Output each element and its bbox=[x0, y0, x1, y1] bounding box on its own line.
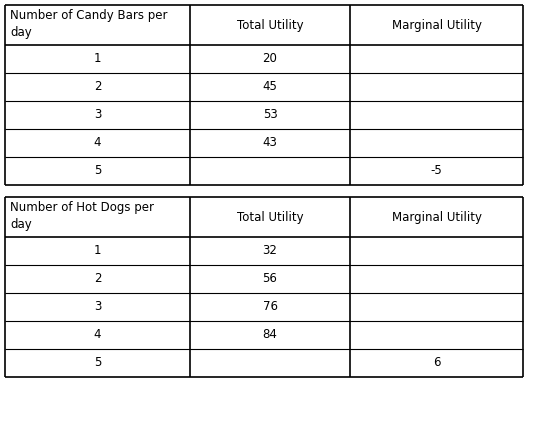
Text: 43: 43 bbox=[263, 137, 277, 149]
Text: 6: 6 bbox=[433, 356, 440, 369]
Text: 5: 5 bbox=[94, 164, 101, 178]
Text: Total Utility: Total Utility bbox=[237, 19, 304, 32]
Text: 1: 1 bbox=[94, 244, 101, 257]
Text: 4: 4 bbox=[94, 329, 101, 342]
Text: Total Utility: Total Utility bbox=[237, 210, 304, 224]
Text: 20: 20 bbox=[263, 53, 277, 66]
Text: 3: 3 bbox=[94, 300, 101, 313]
Text: 2: 2 bbox=[94, 80, 101, 93]
Text: 76: 76 bbox=[262, 300, 277, 313]
Text: 1: 1 bbox=[94, 53, 101, 66]
Text: Marginal Utility: Marginal Utility bbox=[392, 210, 482, 224]
Text: 53: 53 bbox=[263, 108, 277, 122]
Text: 56: 56 bbox=[263, 273, 277, 286]
Text: 3: 3 bbox=[94, 108, 101, 122]
Text: 45: 45 bbox=[263, 80, 277, 93]
Text: -5: -5 bbox=[431, 164, 442, 178]
Text: 32: 32 bbox=[263, 244, 277, 257]
Text: 2: 2 bbox=[94, 273, 101, 286]
Text: Number of Hot Dogs per
day: Number of Hot Dogs per day bbox=[10, 201, 154, 231]
Text: 5: 5 bbox=[94, 356, 101, 369]
Text: Marginal Utility: Marginal Utility bbox=[392, 19, 482, 32]
Text: 4: 4 bbox=[94, 137, 101, 149]
Text: 84: 84 bbox=[263, 329, 277, 342]
Text: Number of Candy Bars per
day: Number of Candy Bars per day bbox=[10, 9, 167, 39]
